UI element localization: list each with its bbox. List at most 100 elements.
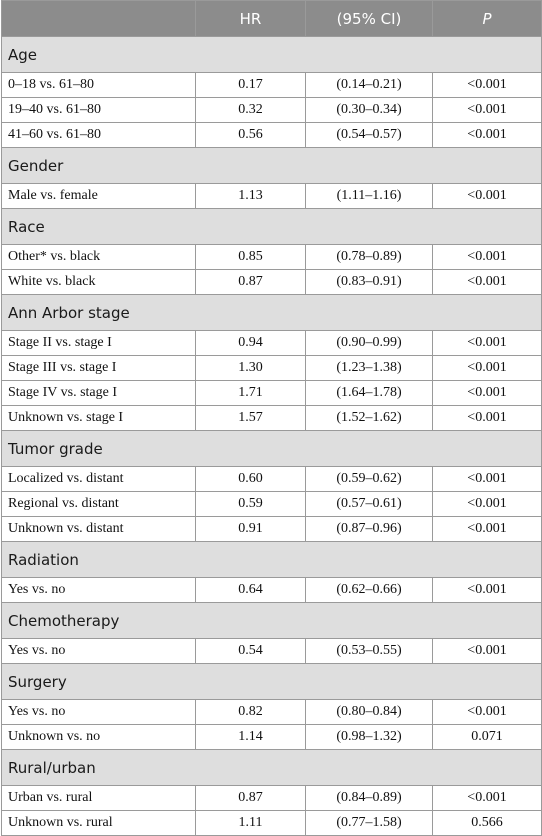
section-row: Rural/urban [1,749,542,786]
row-hr-value: 1.30 [195,355,306,381]
row-ci-value: (0.53–0.55) [305,638,433,664]
row-hr-value: 0.60 [195,466,306,492]
header-hr: HR [195,0,306,37]
row-hr-value: 0.85 [195,244,306,270]
row-hr-value: 0.94 [195,330,306,356]
row-ci-value: (0.77–1.58) [305,810,433,836]
row-p-value: <0.001 [432,785,542,811]
row-ci-value: (0.54–0.57) [305,122,433,148]
section-title: Age [1,36,542,73]
row-p-value: <0.001 [432,355,542,381]
row-p-value: <0.001 [432,269,542,295]
row-ci-value: (0.62–0.66) [305,577,433,603]
row-hr-value: 0.56 [195,122,306,148]
row-comparison-label: Unknown vs. no [1,724,196,750]
row-p-value: <0.001 [432,122,542,148]
row-ci-value: (1.11–1.16) [305,183,433,209]
row-comparison-label: Stage IV vs. stage I [1,380,196,406]
row-hr-value: 1.13 [195,183,306,209]
row-p-value: <0.001 [432,699,542,725]
table-row: Regional vs. distant 0.59 (0.57–0.61) <0.00… [1,491,542,517]
row-ci-value: (0.30–0.34) [305,97,433,123]
row-ci-value: (0.57–0.61) [305,491,433,517]
table-row: Unknown vs. no 1.14 (0.98–1.32) 0.071 [1,724,542,750]
section-title: Chemotherapy [1,602,542,639]
row-p-value: 0.071 [432,724,542,750]
section-title: Race [1,208,542,245]
row-comparison-label: Regional vs. distant [1,491,196,517]
row-ci-value: (1.64–1.78) [305,380,433,406]
row-comparison-label: Male vs. female [1,183,196,209]
row-ci-value: (0.87–0.96) [305,516,433,542]
row-p-value: 0.566 [432,810,542,836]
row-hr-value: 1.11 [195,810,306,836]
row-p-value: <0.001 [432,72,542,98]
table-header-row: HR (95% CI) P [1,0,542,37]
row-p-value: <0.001 [432,183,542,209]
row-hr-value: 1.71 [195,380,306,406]
row-hr-value: 0.17 [195,72,306,98]
section-title: Radiation [1,541,542,578]
row-comparison-label: Yes vs. no [1,638,196,664]
header-label [1,0,196,37]
row-p-value: <0.001 [432,577,542,603]
row-p-value: <0.001 [432,516,542,542]
section-row: Ann Arbor stage [1,294,542,331]
table-row: White vs. black 0.87 (0.83–0.91) <0.001 [1,269,542,295]
table-row: Male vs. female 1.13 (1.11–1.16) <0.001 [1,183,542,209]
table-row: Stage III vs. stage I 1.30 (1.23–1.38) <0.0… [1,355,542,381]
table-row: 0–18 vs. 61–80 0.17 (0.14–0.21) <0.001 [1,72,542,98]
section-row: Tumor grade [1,430,542,467]
row-ci-value: (0.98–1.32) [305,724,433,750]
row-p-value: <0.001 [432,97,542,123]
row-ci-value: (0.83–0.91) [305,269,433,295]
row-ci-value: (0.59–0.62) [305,466,433,492]
row-hr-value: 1.57 [195,405,306,431]
section-title: Surgery [1,663,542,700]
row-comparison-label: Unknown vs. distant [1,516,196,542]
section-title: Ann Arbor stage [1,294,542,331]
row-comparison-label: Localized vs. distant [1,466,196,492]
row-hr-value: 0.87 [195,269,306,295]
row-comparison-label: 19–40 vs. 61–80 [1,97,196,123]
table-row: Yes vs. no 0.82 (0.80–0.84) <0.001 [1,699,542,725]
row-hr-value: 0.54 [195,638,306,664]
row-p-value: <0.001 [432,638,542,664]
row-p-value: <0.001 [432,405,542,431]
row-ci-value: (1.52–1.62) [305,405,433,431]
row-ci-value: (1.23–1.38) [305,355,433,381]
table-row: Unknown vs. rural 1.11 (0.77–1.58) 0.566 [1,810,542,836]
section-row: Age [1,36,542,73]
section-title: Gender [1,147,542,184]
table-row: Stage IV vs. stage I 1.71 (1.64–1.78) <0.00… [1,380,542,406]
table-row: 19–40 vs. 61–80 0.32 (0.30–0.34) <0.001 [1,97,542,123]
table-row: Yes vs. no 0.64 (0.62–0.66) <0.001 [1,577,542,603]
row-ci-value: (0.14–0.21) [305,72,433,98]
table-row: Unknown vs. distant 0.91 (0.87–0.96) <0.001 [1,516,542,542]
row-ci-value: (0.90–0.99) [305,330,433,356]
row-hr-value: 0.59 [195,491,306,517]
row-ci-value: (0.78–0.89) [305,244,433,270]
row-comparison-label: Other* vs. black [1,244,196,270]
table-row: Other* vs. black 0.85 (0.78–0.89) <0.001 [1,244,542,270]
section-row: Race [1,208,542,245]
row-comparison-label: Yes vs. no [1,577,196,603]
row-comparison-label: 0–18 vs. 61–80 [1,72,196,98]
row-hr-value: 0.32 [195,97,306,123]
section-title: Rural/urban [1,749,542,786]
table-body: Age 0–18 vs. 61–80 0.17 (0.14–0.21) <0.001 19… [1,36,542,836]
header-p: P [432,0,542,37]
table-row: Yes vs. no 0.54 (0.53–0.55) <0.001 [1,638,542,664]
row-hr-value: 0.64 [195,577,306,603]
table-row: Urban vs. rural 0.87 (0.84–0.89) <0.001 [1,785,542,811]
table-row: Stage II vs. stage I 0.94 (0.90–0.99) <0.00… [1,330,542,356]
section-row: Gender [1,147,542,184]
row-p-value: <0.001 [432,491,542,517]
row-comparison-label: Unknown vs. stage I [1,405,196,431]
row-hr-value: 0.91 [195,516,306,542]
section-title: Tumor grade [1,430,542,467]
row-p-value: <0.001 [432,244,542,270]
section-row: Chemotherapy [1,602,542,639]
row-hr-value: 0.82 [195,699,306,725]
